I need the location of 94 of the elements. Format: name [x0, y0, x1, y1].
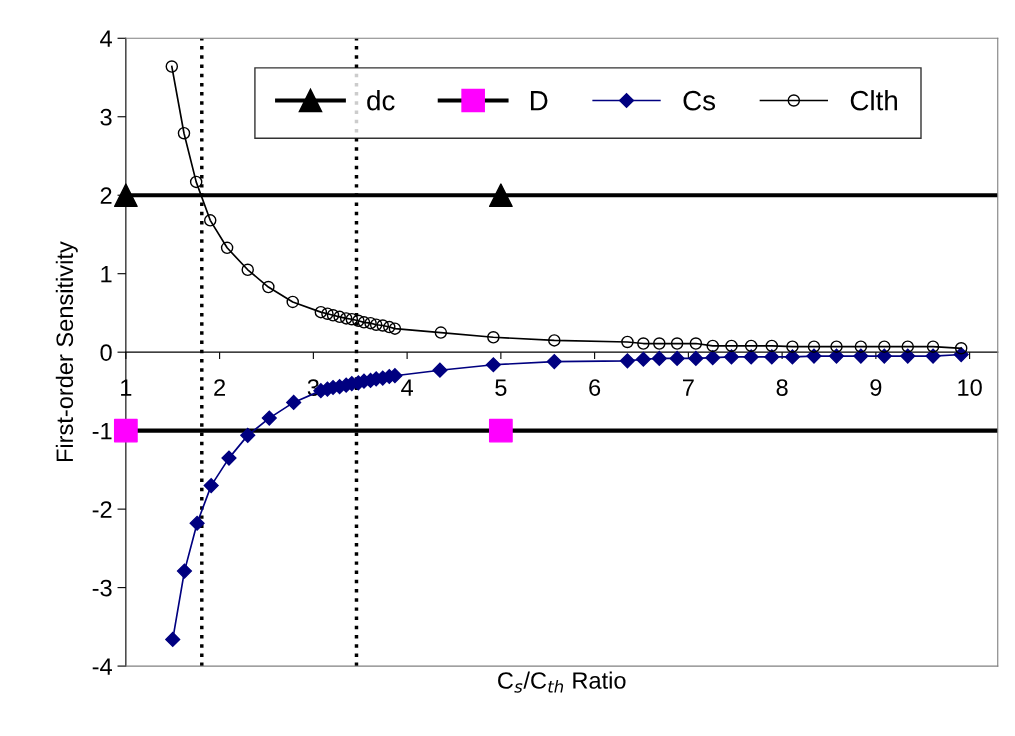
point — [339, 312, 353, 325]
point — [706, 339, 719, 353]
y-tick-label: 3 — [100, 108, 112, 126]
point — [240, 427, 256, 443]
point — [621, 335, 634, 349]
point — [286, 295, 299, 309]
point — [203, 478, 219, 494]
point — [113, 183, 138, 208]
point — [241, 263, 254, 277]
x-tick-label: 9 — [870, 379, 882, 396]
point — [637, 337, 650, 350]
point — [901, 340, 914, 353]
x-tick-label: 7 — [683, 379, 694, 396]
point — [807, 340, 821, 353]
point — [488, 418, 513, 443]
point — [786, 340, 799, 353]
x-tick-label: 4 — [401, 379, 413, 396]
y-tick-label: 0 — [100, 344, 112, 361]
point — [364, 316, 377, 330]
x-tick-label: 2 — [214, 379, 225, 396]
point — [765, 339, 779, 353]
point — [165, 60, 179, 73]
y-tick-label: 2 — [100, 187, 112, 204]
point — [926, 340, 940, 353]
point — [705, 350, 721, 366]
y-tick-label: -1 — [92, 422, 112, 440]
point — [485, 357, 501, 373]
point — [900, 348, 916, 364]
x-axis-title: C$_{s}$/C$_{th}$ Ratio — [498, 671, 626, 693]
x-tick-label: 5 — [495, 379, 507, 396]
y-tick-label: 1 — [101, 266, 112, 283]
point — [653, 337, 666, 350]
point — [651, 350, 667, 367]
point — [619, 353, 635, 369]
x-tick-label: 6 — [589, 379, 601, 396]
x-tick-label: 8 — [776, 379, 788, 396]
point — [878, 340, 891, 353]
point — [177, 126, 191, 140]
point — [723, 349, 740, 365]
point — [189, 515, 205, 531]
point — [326, 309, 340, 322]
point — [830, 340, 843, 353]
x-tick-label: 10 — [958, 379, 982, 396]
point — [434, 326, 448, 339]
point — [784, 349, 801, 365]
point — [189, 175, 203, 189]
point — [854, 340, 868, 353]
y-axis-title: First-order Sensitivity — [55, 241, 78, 462]
point — [221, 450, 237, 466]
point — [165, 631, 181, 647]
point — [669, 350, 685, 367]
point — [203, 214, 217, 227]
point — [321, 307, 334, 320]
point — [388, 322, 402, 335]
y-tick-label: -2 — [92, 501, 112, 518]
point — [828, 348, 845, 364]
point — [744, 339, 758, 353]
point — [369, 318, 383, 331]
point — [357, 316, 371, 329]
point — [176, 563, 193, 579]
point — [635, 351, 651, 367]
point — [487, 331, 500, 344]
point — [688, 350, 704, 367]
point — [954, 342, 968, 355]
point — [548, 334, 561, 347]
point — [113, 418, 138, 443]
point — [925, 348, 941, 364]
legend-label: Clth — [850, 90, 897, 111]
y-tick-label: 4 — [100, 30, 112, 47]
legend-label: dc — [367, 90, 395, 111]
point — [546, 354, 562, 370]
point — [314, 305, 328, 319]
point — [743, 349, 759, 365]
point — [286, 394, 302, 410]
point — [853, 348, 869, 364]
point — [345, 312, 359, 326]
point — [488, 183, 513, 208]
point — [333, 310, 346, 324]
point — [432, 362, 448, 378]
point — [764, 349, 780, 365]
legend-label: D — [530, 91, 548, 111]
y-tick-label: -3 — [92, 579, 112, 597]
y-tick-label: -4 — [92, 658, 112, 675]
point — [262, 280, 275, 294]
point — [876, 348, 892, 364]
point — [352, 314, 365, 328]
point — [220, 241, 234, 255]
point — [376, 319, 389, 332]
point — [670, 337, 684, 350]
point — [725, 339, 738, 353]
point — [383, 320, 396, 334]
point — [689, 337, 703, 350]
legend-label: Cs — [683, 90, 716, 111]
point — [261, 410, 277, 426]
